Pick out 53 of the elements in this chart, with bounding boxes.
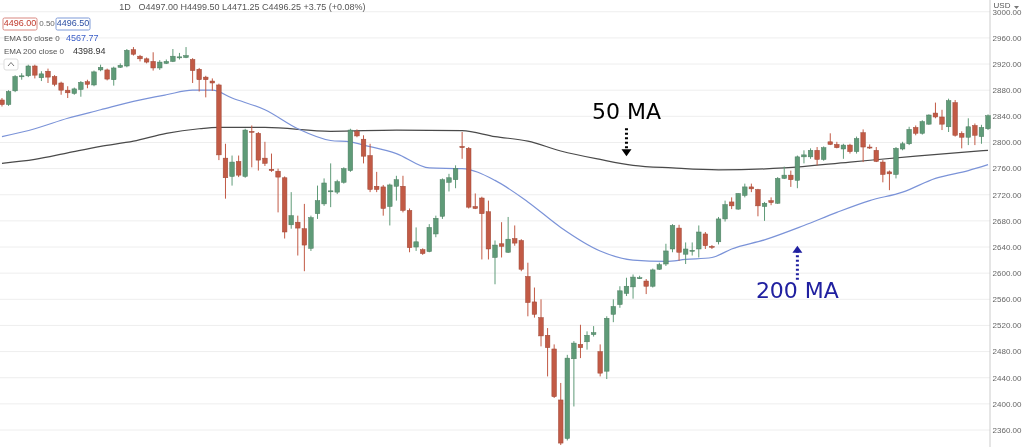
candlestick	[696, 224, 702, 258]
candlestick	[499, 221, 505, 258]
candlestick	[236, 155, 242, 178]
candlestick	[597, 343, 603, 377]
y-tick-label: 2680.00	[992, 216, 1023, 226]
candlestick	[492, 239, 498, 285]
y-tick-label: 2720.00	[992, 190, 1023, 200]
text: USD	[993, 1, 1011, 10]
candlestick	[505, 216, 511, 254]
y-tick-label: 2960.00	[992, 33, 1023, 43]
annotation: 4496.50	[56, 18, 90, 28]
annotation: EMA 50 close 0	[4, 34, 61, 43]
annotation: 4496.00	[3, 18, 37, 28]
y-tick-label: 2920.00	[992, 59, 1023, 69]
series-label: 50 MA	[591, 99, 661, 125]
y-tick-label: 2600.00	[992, 268, 1023, 278]
line-series	[1, 126, 989, 171]
y-tick-label: 2480.00	[992, 347, 1023, 357]
candlestick	[249, 124, 255, 168]
y-tick-label: 2760.00	[992, 164, 1023, 174]
annotation: 0.50	[39, 19, 56, 28]
series-label: 200 MA	[755, 277, 839, 303]
y-tick-label: 2880.00	[992, 85, 1023, 95]
chart-title: 1D	[119, 2, 132, 12]
candlestick	[814, 146, 820, 166]
candlestick	[222, 143, 229, 200]
candlestick	[584, 330, 590, 351]
y-tick-label: 2440.00	[992, 373, 1023, 383]
y-tick-label: 2360.00	[992, 425, 1023, 435]
y-tick-label: 2520.00	[992, 321, 1023, 331]
candlestick	[972, 123, 978, 146]
y-tick-label: 2400.00	[992, 399, 1023, 409]
y-tick-label: 3000.00	[992, 7, 1023, 17]
candlestick	[413, 226, 419, 252]
candlestick	[268, 153, 275, 173]
y-tick-label: 2800.00	[992, 138, 1023, 148]
annotation: EMA 200 close 0	[4, 47, 65, 56]
candlestick	[768, 196, 774, 206]
y-tick-label: 2560.00	[992, 295, 1023, 305]
candlestick	[610, 298, 616, 323]
candlestick	[459, 131, 465, 160]
annotation: 4567.77	[66, 33, 99, 43]
candlestick	[229, 155, 235, 187]
candlestick	[288, 191, 294, 230]
candlestick	[709, 244, 715, 250]
candlestick	[669, 223, 676, 253]
candlestick	[965, 117, 971, 146]
annotation: 4398.94	[73, 46, 106, 56]
annotation: O4497.00 H4499.50 L4471.25 C4496.25 +3.75 (+0.08%)	[138, 2, 366, 12]
candlestick	[577, 324, 584, 359]
y-tick-label: 2840.00	[992, 112, 1023, 122]
y-tick-label: 2640.00	[992, 242, 1023, 252]
candlestick	[761, 201, 768, 222]
